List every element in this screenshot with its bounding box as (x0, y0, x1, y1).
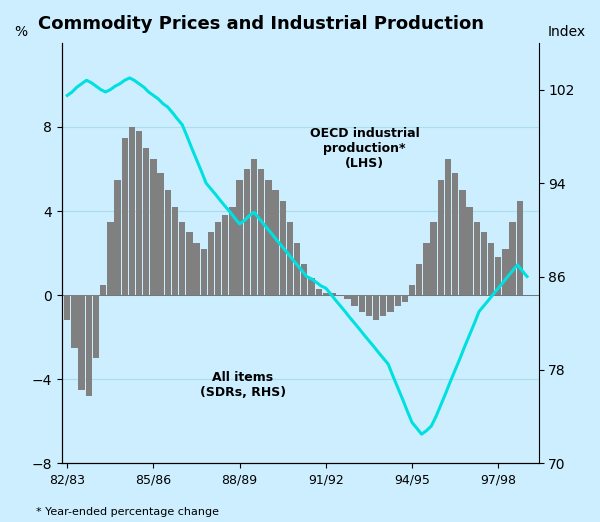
Bar (208, 232, 214, 295)
Bar (416, 264, 422, 295)
Text: Index: Index (548, 25, 586, 39)
Bar (409, 284, 415, 295)
Bar (258, 169, 265, 295)
Bar (373, 295, 379, 321)
Bar (236, 180, 243, 295)
Bar (222, 215, 229, 295)
Bar (452, 173, 458, 295)
Bar (459, 190, 466, 295)
Bar (395, 295, 401, 306)
Bar (86, 295, 92, 396)
Bar (122, 137, 128, 295)
Bar (215, 222, 221, 295)
Text: %: % (14, 25, 27, 39)
Bar (502, 249, 509, 295)
Bar (495, 257, 502, 295)
Text: All items
(SDRs, RHS): All items (SDRs, RHS) (200, 371, 286, 399)
Bar (437, 180, 444, 295)
Bar (129, 127, 135, 295)
Bar (388, 295, 394, 312)
Bar (509, 222, 516, 295)
Bar (93, 295, 99, 358)
Bar (308, 278, 314, 295)
Bar (287, 222, 293, 295)
Bar (115, 180, 121, 295)
Bar (280, 200, 286, 295)
Text: Commodity Prices and Industrial Production: Commodity Prices and Industrial Producti… (38, 15, 484, 33)
Bar (323, 293, 329, 295)
Bar (200, 249, 207, 295)
Bar (244, 169, 250, 295)
Bar (330, 293, 336, 295)
Bar (359, 295, 365, 312)
Bar (143, 148, 149, 295)
Bar (172, 207, 178, 295)
Bar (251, 159, 257, 295)
Bar (179, 222, 185, 295)
Bar (64, 295, 70, 321)
Bar (344, 295, 350, 300)
Bar (366, 295, 372, 316)
Bar (79, 295, 85, 390)
Bar (136, 131, 142, 295)
Bar (402, 295, 408, 302)
Bar (265, 180, 272, 295)
Bar (164, 190, 171, 295)
Bar (193, 243, 200, 295)
Bar (423, 243, 430, 295)
Bar (150, 159, 157, 295)
Bar (294, 243, 300, 295)
Bar (473, 222, 480, 295)
Bar (352, 295, 358, 306)
Bar (316, 289, 322, 295)
Bar (380, 295, 386, 316)
Text: OECD industrial
production*
(LHS): OECD industrial production* (LHS) (310, 127, 419, 170)
Bar (301, 264, 307, 295)
Bar (100, 284, 106, 295)
Text: * Year-ended percentage change: * Year-ended percentage change (36, 507, 219, 517)
Bar (229, 207, 236, 295)
Bar (466, 207, 473, 295)
Bar (517, 200, 523, 295)
Bar (107, 222, 113, 295)
Bar (445, 159, 451, 295)
Bar (430, 222, 437, 295)
Bar (71, 295, 77, 348)
Bar (272, 190, 279, 295)
Bar (157, 173, 164, 295)
Bar (481, 232, 487, 295)
Bar (488, 243, 494, 295)
Bar (186, 232, 193, 295)
